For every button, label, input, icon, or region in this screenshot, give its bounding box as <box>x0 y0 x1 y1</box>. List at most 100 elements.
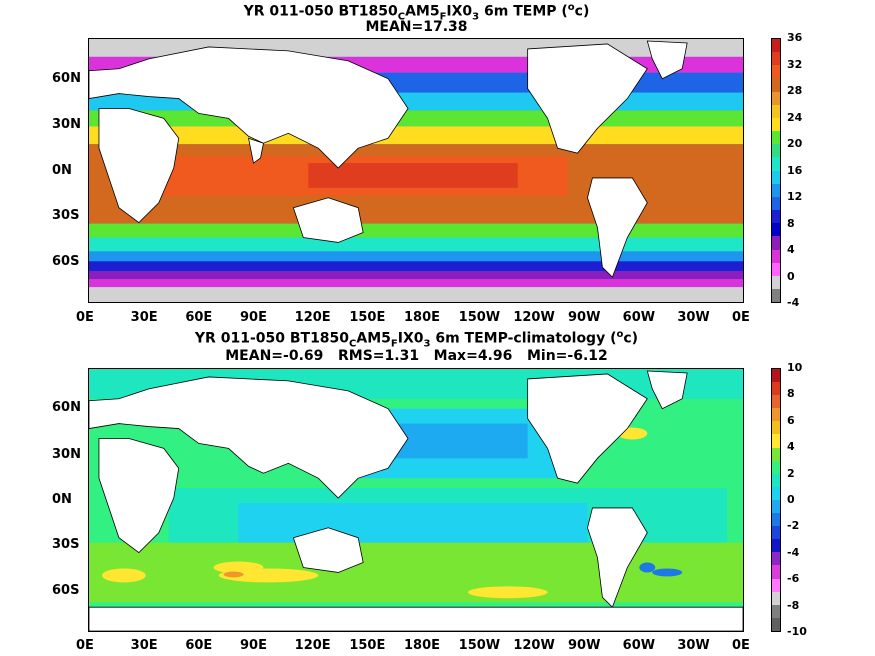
colorbar-segment <box>772 210 780 224</box>
lon-tick-label: 120W <box>513 638 555 653</box>
colorbar-segment <box>772 91 780 105</box>
lat-tick-label: 60N <box>52 400 81 416</box>
colorbar-segment <box>772 395 780 409</box>
title-text: YR 011-050 BT1850 <box>243 3 398 20</box>
colorbar-tick-label: 32 <box>787 57 803 71</box>
colorbar-segment <box>772 223 780 237</box>
colorbar-tick-label: 24 <box>787 110 803 124</box>
colorbar-segment <box>772 526 780 540</box>
colorbar-segment <box>772 552 780 566</box>
lat-tick-label: 30S <box>52 536 80 552</box>
title-text: AM5 <box>405 3 440 20</box>
colorbar-tick-label: 6 <box>787 413 795 427</box>
colorbar-segment <box>772 499 780 514</box>
bottom-map-title: YR 011-050 BT1850CAM5FIX03 6m TEMP-clima… <box>88 326 745 352</box>
colorbar-segment <box>772 157 780 171</box>
title-text: IX0 <box>446 3 473 20</box>
colorbar-segment <box>772 382 780 396</box>
lon-tick-label: 120E <box>294 638 331 653</box>
lat-tick-label: 60N <box>52 70 81 86</box>
colorbar-segment <box>772 170 780 184</box>
lon-tick-label: 30E <box>130 638 158 653</box>
lon-tick-label: 0E <box>76 310 94 325</box>
lon-tick-label: 150W <box>458 638 501 653</box>
colorbar-tick-label: 12 <box>787 190 803 203</box>
colorbar-tick-label: -4 <box>787 296 800 309</box>
top-map-title: YR 011-050 BT1850CAM5FIX03 6m TEMP (oc) <box>88 0 745 25</box>
colorbar-segment <box>772 262 780 276</box>
lon-tick-label: 60E <box>185 310 213 325</box>
title-sub: C <box>349 338 357 350</box>
colorbar-tick-label: 10 <box>787 361 803 374</box>
top-temperature-map <box>88 38 744 303</box>
colorbar-segment <box>772 104 780 118</box>
bottom-anomaly-map <box>88 368 744 632</box>
lat-tick-label: 0N <box>52 492 72 507</box>
title-sub: F <box>390 338 398 350</box>
colorbar-tick-label: 2 <box>787 466 795 480</box>
title-sup: o <box>567 2 575 13</box>
lat-tick-label: 30S <box>52 207 80 223</box>
lon-tick-label: 180E <box>404 638 441 653</box>
lon-tick-label: 120E <box>294 310 331 325</box>
title-sub: C <box>397 11 406 23</box>
lon-tick-label: 120W <box>513 310 555 325</box>
bottom-colorbar <box>771 368 781 632</box>
colorbar-segment <box>772 196 780 211</box>
colorbar-segment <box>772 617 780 631</box>
colorbar-tick-label: 0 <box>787 269 795 283</box>
colorbar-segment <box>772 565 780 579</box>
lon-tick-label: 90E <box>240 638 267 653</box>
colorbar-tick-label: -4 <box>787 545 800 559</box>
colorbar-segment <box>772 604 780 618</box>
colorbar-tick-label: 4 <box>787 440 795 454</box>
colorbar-segment <box>772 275 780 289</box>
colorbar-tick-label: 28 <box>787 84 803 97</box>
colorbar-tick-label: 8 <box>787 216 795 230</box>
colorbar-segment <box>772 591 780 605</box>
colorbar-segment <box>772 578 780 592</box>
colorbar-segment <box>772 39 780 53</box>
title-text: YR 011-050 BT1850 <box>194 330 350 347</box>
lat-tick-label: 60S <box>52 253 80 269</box>
title-text: AM5 <box>356 330 391 347</box>
lon-tick-label: 150E <box>349 310 386 325</box>
lon-tick-label: 30E <box>130 310 158 325</box>
colorbar-segment <box>772 144 780 158</box>
colorbar-tick-label: -6 <box>787 572 800 586</box>
colorbar-segment <box>772 249 780 263</box>
colorbar-segment <box>772 78 780 92</box>
colorbar-tick-label: 20 <box>787 137 803 150</box>
lat-tick-label: 60S <box>52 583 80 599</box>
colorbar-segment <box>772 369 780 383</box>
colorbar-tick-label: 0 <box>787 493 795 506</box>
colorbar-segment <box>772 65 780 79</box>
lon-tick-label: 150W <box>458 310 501 325</box>
bottom-map-stats: MEAN=-0.69 RMS=1.31 Max=4.96 Min=-6.12 <box>225 348 608 364</box>
lon-tick-label: 0E <box>76 638 94 653</box>
lon-tick-label: 90W <box>568 638 601 653</box>
colorbar-tick-label: -10 <box>787 625 807 638</box>
lon-tick-label: 30W <box>677 310 710 325</box>
title-text: c) <box>623 330 639 347</box>
colorbar-segment <box>772 117 780 132</box>
colorbar-segment <box>772 447 780 461</box>
colorbar-segment <box>772 288 780 303</box>
colorbar-segment <box>772 183 780 197</box>
lon-tick-label: 150E <box>349 638 386 653</box>
colorbar-segment <box>772 236 780 250</box>
lat-tick-label: 0N <box>52 162 72 178</box>
lon-tick-label: 0E <box>732 638 750 653</box>
title-sub: F <box>439 11 447 23</box>
lon-tick-label: 0E <box>732 310 750 325</box>
lat-tick-label: 30N <box>52 447 81 463</box>
colorbar-tick-label: -8 <box>787 598 800 612</box>
colorbar-tick-label: 4 <box>787 243 795 256</box>
top-colorbar <box>771 38 781 303</box>
colorbar-segment <box>772 460 780 474</box>
colorbar-segment <box>772 434 780 448</box>
colorbar-segment <box>772 131 780 145</box>
lon-tick-label: 60W <box>622 638 656 653</box>
lon-tick-label: 30W <box>677 638 710 653</box>
colorbar-tick-label: 16 <box>787 163 803 177</box>
